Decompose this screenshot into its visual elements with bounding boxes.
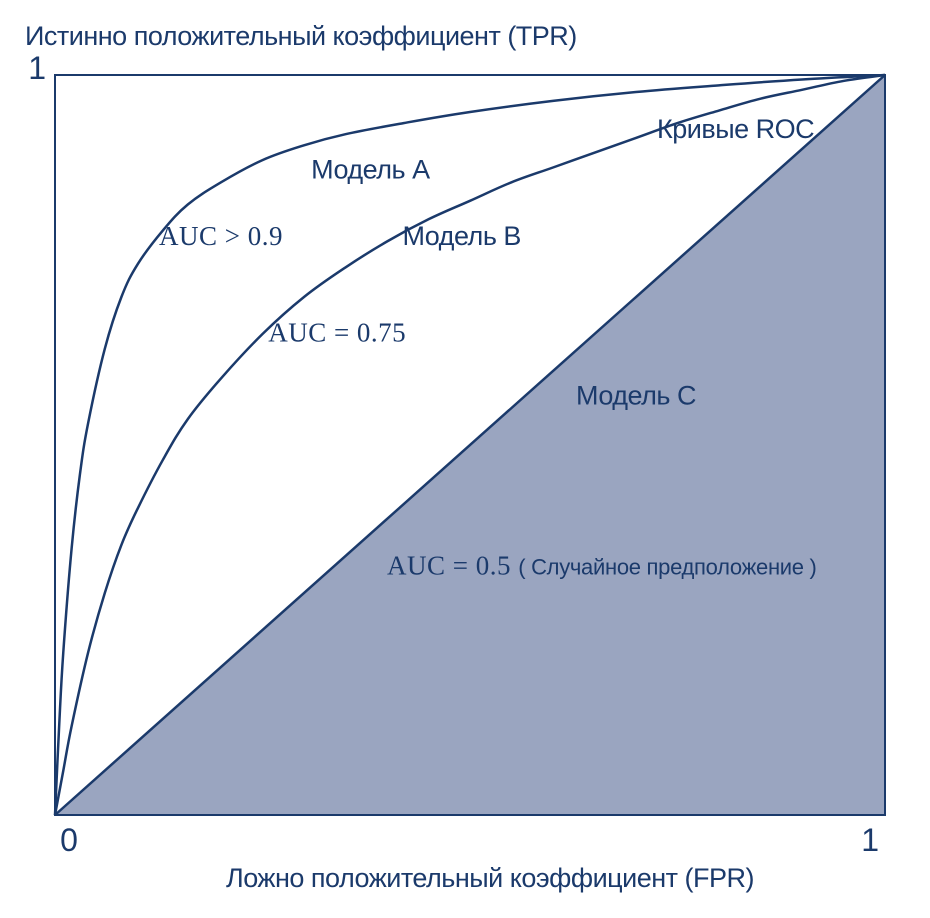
x-axis-title: Ложно положительный коэффициент (FPR) [226, 863, 754, 893]
label-model-b: Модель B [402, 221, 520, 251]
label-model-c: Модель C [576, 380, 696, 410]
label-auc-a: AUC > 0.9 [159, 221, 283, 251]
label-model-a: Модель A [311, 155, 430, 185]
y-axis-title: Истинно положительный коэффициент (TPR) [25, 21, 577, 51]
roc-chart: 101Истинно положительный коэффициент (TP… [0, 0, 930, 918]
xtick-1: 1 [861, 822, 879, 858]
xtick-0: 0 [60, 822, 78, 858]
label-auc-c: AUC = 0.5 ( Случайное предположение ) [387, 551, 817, 581]
roc-title: Кривые ROC [657, 114, 814, 144]
label-auc-b: AUC = 0.75 [268, 317, 406, 347]
ytick-1: 1 [28, 50, 46, 86]
